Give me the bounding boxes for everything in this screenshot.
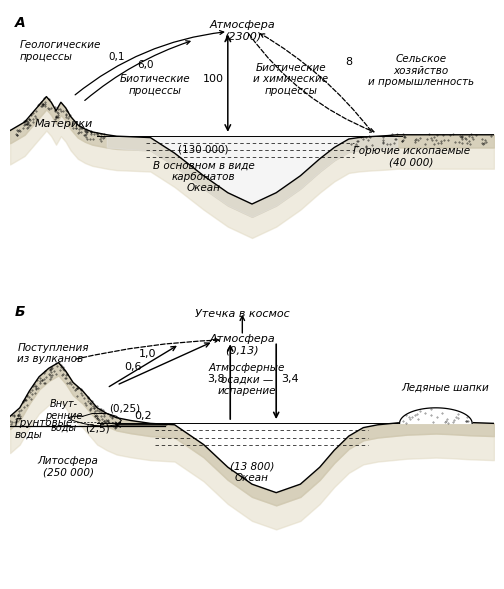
Text: 8: 8 — [345, 58, 352, 68]
Text: Материки: Материки — [34, 119, 93, 129]
FancyArrowPatch shape — [76, 338, 219, 359]
Text: 167: 167 — [425, 408, 447, 418]
Text: Горючие ископаемые
(40 000): Горючие ископаемые (40 000) — [353, 146, 470, 168]
Polygon shape — [400, 408, 472, 423]
Text: Поступления
из вулканов: Поступления из вулканов — [17, 343, 89, 365]
Text: 100: 100 — [203, 74, 224, 84]
FancyArrowPatch shape — [85, 41, 190, 101]
Text: Геологические
процессы: Геологические процессы — [20, 40, 101, 62]
Text: Атмосфера
(0,13): Атмосфера (0,13) — [210, 335, 275, 356]
Text: 0,1: 0,1 — [108, 52, 125, 62]
Text: Ледяные шапки: Ледяные шапки — [402, 382, 489, 392]
Text: Б: Б — [15, 305, 26, 319]
Text: Атмосфера
(2300): Атмосфера (2300) — [210, 20, 275, 42]
Text: (2,5): (2,5) — [85, 423, 110, 434]
Text: (130 000): (130 000) — [178, 145, 229, 155]
Text: В основном в виде
карбонатов
Океан: В основном в виде карбонатов Океан — [153, 160, 255, 193]
Text: Внут-
ренние
воды: Внут- ренние воды — [45, 399, 82, 432]
Text: Атмосферные
осадки —
испарение: Атмосферные осадки — испарение — [209, 363, 285, 396]
Text: 6,0: 6,0 — [137, 60, 154, 70]
Text: 3,4: 3,4 — [281, 375, 298, 385]
Text: Сельское
хозяйство
и промышленность: Сельское хозяйство и промышленность — [368, 54, 474, 87]
Text: 3,8: 3,8 — [207, 375, 224, 385]
Text: Утечка в космос: Утечка в космос — [195, 309, 290, 319]
Text: 0,2: 0,2 — [135, 411, 152, 421]
Text: Биотические
процессы: Биотические процессы — [120, 74, 191, 95]
FancyArrowPatch shape — [249, 34, 374, 132]
Text: (13 800)
Океан: (13 800) Океан — [230, 462, 274, 483]
Text: Биотические
и химические
процессы: Биотические и химические процессы — [253, 62, 328, 96]
Text: Грунтовые
воды: Грунтовые воды — [15, 418, 73, 439]
Text: (0,25): (0,25) — [109, 403, 141, 413]
FancyArrowPatch shape — [75, 31, 224, 95]
Text: 1,0: 1,0 — [139, 349, 157, 359]
Text: 0,6: 0,6 — [124, 362, 142, 372]
Text: Литосфера
(250 000): Литосфера (250 000) — [38, 456, 99, 478]
FancyArrowPatch shape — [261, 34, 371, 131]
Text: А: А — [15, 16, 26, 30]
